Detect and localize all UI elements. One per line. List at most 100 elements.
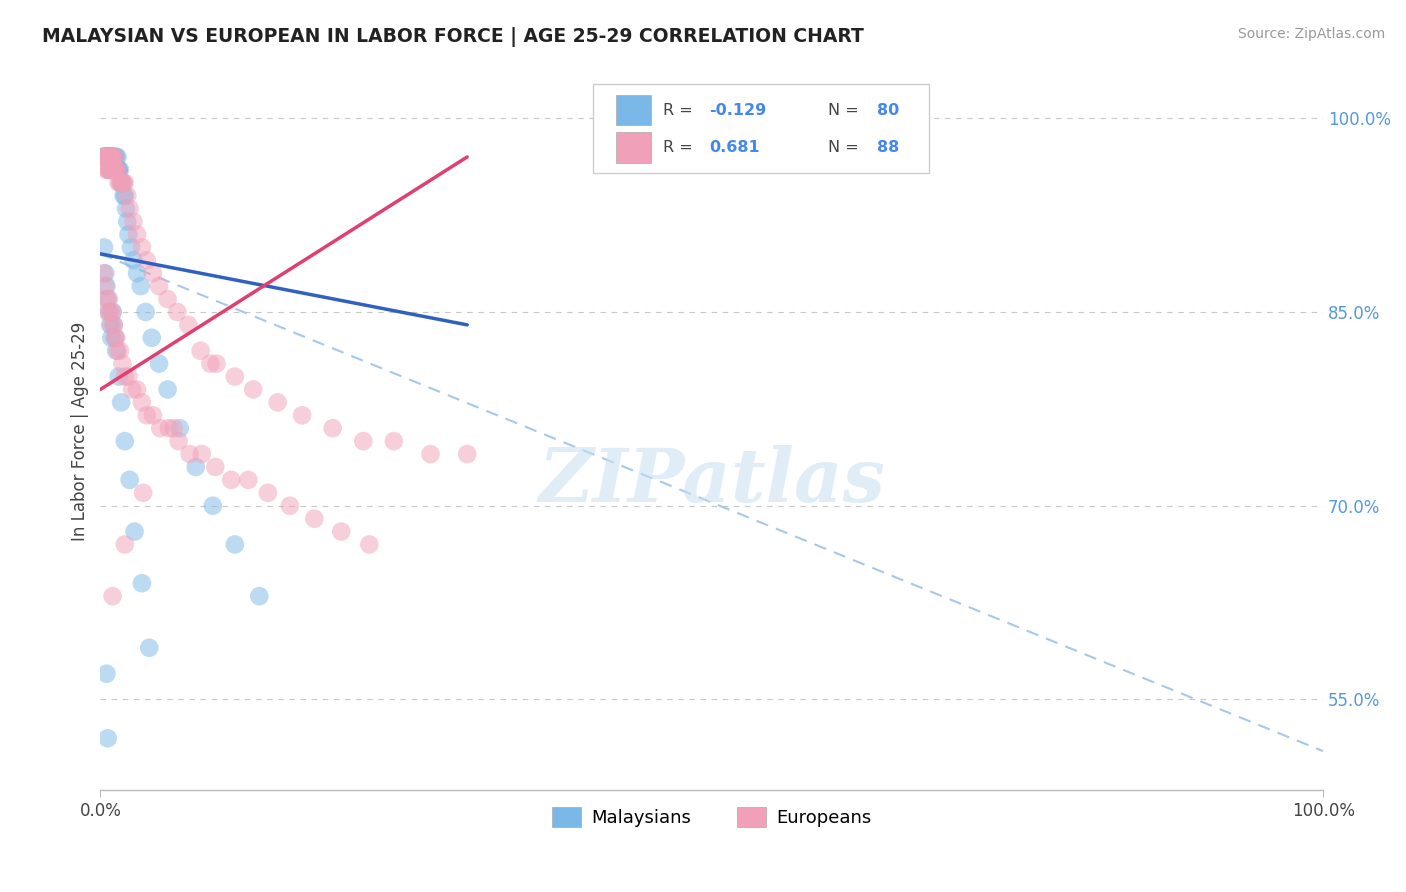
Point (98, 162, 121, 177)
Point (104, 150, 127, 164)
Point (96, 292, 118, 306)
Point (100, 318, 122, 332)
Point (97, 305, 120, 319)
Point (103, 162, 125, 177)
Point (114, 537, 136, 551)
Point (96, 150, 118, 164)
Point (96, 150, 118, 164)
Point (108, 176, 131, 190)
Legend: Malaysians, Europeans: Malaysians, Europeans (544, 799, 879, 835)
Point (101, 589, 124, 603)
Point (96, 279, 118, 293)
Point (96, 150, 118, 164)
Text: ZIPatlas: ZIPatlas (538, 445, 886, 518)
Point (94, 150, 117, 164)
Point (124, 524, 146, 539)
Point (101, 162, 124, 177)
Point (94, 150, 117, 164)
Point (103, 150, 125, 164)
Point (100, 150, 122, 164)
Point (103, 150, 125, 164)
Point (156, 383, 179, 397)
Point (104, 162, 127, 177)
Point (91, 150, 114, 164)
Point (110, 395, 132, 409)
Point (125, 266, 148, 280)
Point (98, 150, 121, 164)
Point (242, 383, 264, 397)
Text: N =: N = (828, 140, 863, 155)
Point (111, 176, 134, 190)
Point (291, 409, 314, 423)
Point (98, 162, 121, 177)
Point (93, 150, 115, 164)
Point (322, 421, 344, 435)
Point (97, 150, 120, 164)
Point (177, 318, 200, 332)
Text: MALAYSIAN VS EUROPEAN IN LABOR FORCE | AGE 25-29 CORRELATION CHART: MALAYSIAN VS EUROPEAN IN LABOR FORCE | A… (42, 27, 865, 46)
Point (138, 640, 160, 655)
FancyBboxPatch shape (593, 84, 929, 173)
Point (122, 214, 145, 228)
Text: -0.129: -0.129 (709, 103, 766, 118)
Point (103, 150, 125, 164)
Point (148, 279, 170, 293)
Point (107, 162, 129, 177)
Point (104, 150, 127, 164)
Point (94, 279, 117, 293)
Point (117, 369, 139, 384)
Text: R =: R = (662, 103, 697, 118)
Point (148, 357, 170, 371)
FancyBboxPatch shape (616, 133, 651, 162)
Point (224, 537, 246, 551)
Point (114, 176, 136, 190)
Point (93, 150, 115, 164)
Point (156, 292, 179, 306)
Point (103, 318, 125, 332)
Point (179, 447, 201, 461)
Point (205, 357, 228, 371)
Point (105, 162, 128, 177)
Point (101, 150, 124, 164)
Point (97, 162, 120, 177)
Point (104, 162, 127, 177)
Point (135, 409, 157, 423)
Point (131, 576, 153, 591)
Point (382, 434, 405, 449)
Point (201, 499, 224, 513)
Point (110, 176, 132, 190)
Point (111, 176, 134, 190)
Point (105, 331, 128, 345)
Text: 80: 80 (877, 103, 898, 118)
Point (107, 343, 129, 358)
Point (117, 188, 139, 202)
Point (105, 162, 128, 177)
Point (149, 421, 172, 435)
Point (100, 162, 122, 177)
Point (184, 460, 207, 475)
Point (98, 150, 121, 164)
Point (97, 150, 120, 164)
Point (105, 162, 128, 177)
Point (266, 395, 288, 409)
Point (100, 162, 122, 177)
Point (330, 524, 353, 539)
Point (238, 473, 260, 487)
Point (93, 266, 115, 280)
Point (105, 343, 128, 358)
FancyBboxPatch shape (616, 95, 651, 125)
Point (115, 202, 138, 216)
Point (142, 409, 165, 423)
Point (117, 227, 139, 242)
Point (103, 162, 125, 177)
Point (100, 150, 122, 164)
Point (104, 331, 127, 345)
Point (125, 227, 148, 242)
Point (103, 318, 125, 332)
Point (118, 473, 141, 487)
Point (108, 343, 131, 358)
Point (98, 305, 121, 319)
Point (97, 731, 120, 746)
Point (419, 447, 441, 461)
Point (125, 383, 148, 397)
